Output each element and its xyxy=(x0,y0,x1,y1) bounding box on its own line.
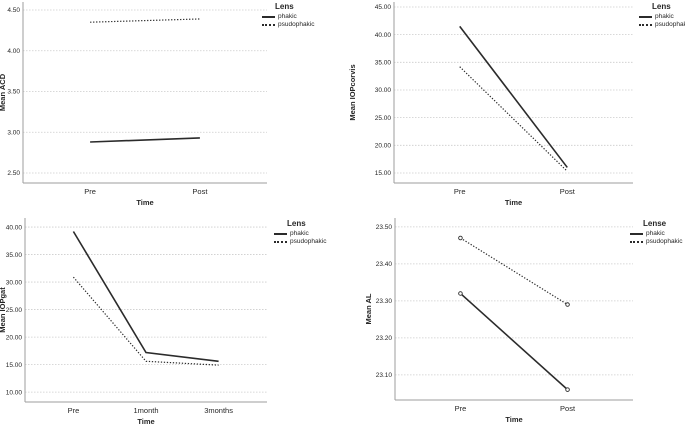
x-tick-label: Post xyxy=(560,187,576,196)
legend-item: psudophakic xyxy=(274,238,327,246)
y-tick-label: 4.50 xyxy=(7,7,20,14)
legend-swatch-dotted-line xyxy=(639,24,652,26)
y-tick-label: 15.00 xyxy=(375,170,392,177)
legend-title: Lens xyxy=(287,219,306,228)
legend-item-label: phakic xyxy=(290,229,309,237)
y-tick-label: 23.50 xyxy=(376,224,393,231)
legend-item: psudophakic xyxy=(630,238,683,246)
legend-item: phakic xyxy=(262,13,315,21)
x-tick-label: Pre xyxy=(68,406,80,415)
chart-svg: 10.00 15.00 20.00 25.00 30.00 35.00 40.00 Pre 1m… xyxy=(0,218,267,425)
series-line-phakic xyxy=(459,292,569,391)
legend-item-label: psudophakic xyxy=(655,20,685,28)
y-tick-label: 23.10 xyxy=(376,372,393,379)
legend-swatch-solid-line xyxy=(262,16,275,18)
y-tick-label: 3.00 xyxy=(7,129,20,136)
legend-title: Lens xyxy=(275,2,294,11)
x-axis-title: Time xyxy=(505,198,522,207)
y-tick-label: 35.00 xyxy=(6,252,23,259)
legend-item: phakic xyxy=(630,230,683,238)
chart-panel-mean-acd: 2.50 3.00 3.50 4.00 4.50 Pre Post Time Mean ACD L… xyxy=(0,0,343,212)
y-tick-label: 23.30 xyxy=(376,298,393,305)
chart-panel-mean-iopgat: 10.00 15.00 20.00 25.00 30.00 35.00 40.00 Pre 1m… xyxy=(0,212,343,425)
y-tick-label: 23.20 xyxy=(376,335,393,342)
x-tick-label: Post xyxy=(560,404,576,413)
series-line-psudophakic xyxy=(460,237,568,306)
series-line-phakic xyxy=(72,231,219,363)
x-axis-title: Time xyxy=(505,415,522,424)
legend-title: Lense xyxy=(643,219,667,228)
legend-item: phakic xyxy=(639,13,685,21)
legend-item: psudophakic xyxy=(639,21,685,29)
x-tick-label: Pre xyxy=(455,404,467,413)
y-tick-label: 4.00 xyxy=(7,48,20,55)
y-tick-label: 15.00 xyxy=(6,362,23,369)
y-tick-label: 35.00 xyxy=(375,60,392,67)
x-tick-label: Post xyxy=(192,187,208,196)
y-tick-label: 40.00 xyxy=(375,32,392,39)
y-tick-label: 3.50 xyxy=(7,89,20,96)
x-tick-label: 1month xyxy=(133,406,158,415)
x-tick-label: Pre xyxy=(454,187,466,196)
series-line-psudophakic xyxy=(72,276,219,366)
legend-title: Lens xyxy=(652,2,671,11)
y-tick-label: 40.00 xyxy=(6,224,23,231)
series-line-phakic xyxy=(90,137,200,143)
chart-svg: 2.50 3.00 3.50 4.00 4.50 Pre Post Time Mean ACD xyxy=(0,2,267,207)
chart-panel-mean-al: 23.10 23.20 23.30 23.40 23.50 Pre Post Time Mean… xyxy=(343,212,685,425)
legend-swatch-dotted-line xyxy=(274,241,287,243)
x-axis-title: Time xyxy=(137,417,154,425)
data-point-marker xyxy=(565,302,570,307)
legend-item-label: psudophakic xyxy=(278,20,315,28)
legend-item-label: phakic xyxy=(646,229,665,237)
legend-swatch-solid-line xyxy=(274,233,287,235)
legend-swatch-solid-line xyxy=(639,16,652,18)
legend-item-label: phakic xyxy=(278,12,297,20)
y-tick-label: 10.00 xyxy=(6,389,23,396)
y-tick-label: 23.40 xyxy=(376,261,393,268)
y-axis-title: Mean AL xyxy=(364,293,373,324)
y-tick-label: 30.00 xyxy=(375,87,392,94)
legend-item-label: psudophakic xyxy=(646,237,683,245)
y-axis-title: Mean IOPgat xyxy=(0,287,7,333)
series-line-psudophakic xyxy=(459,66,568,172)
x-tick-label: Pre xyxy=(84,187,96,196)
y-tick-label: 2.50 xyxy=(7,170,20,177)
legend-item: psudophakic xyxy=(262,21,315,29)
y-tick-label: 20.00 xyxy=(375,143,392,150)
data-point-marker xyxy=(458,291,463,296)
legend-item-label: psudophakic xyxy=(290,237,327,245)
y-tick-label: 20.00 xyxy=(6,334,23,341)
x-axis-title: Time xyxy=(136,198,153,207)
y-tick-label: 45.00 xyxy=(375,4,392,11)
legend-swatch-dotted-line xyxy=(262,24,275,26)
y-axis-title: Mean IOPcorvis xyxy=(348,64,357,120)
x-tick-label: 3months xyxy=(204,406,233,415)
y-axis-title: Mean ACD xyxy=(0,73,7,111)
series-line-psudophakic xyxy=(90,18,200,23)
data-point-marker xyxy=(565,387,570,392)
legend-swatch-dotted-line xyxy=(630,241,643,243)
legend-item-label: phakic xyxy=(655,12,674,20)
legend-swatch-solid-line xyxy=(630,233,643,235)
chart-svg: 15.00 20.00 25.00 30.00 35.00 40.00 45.00 Pre Po… xyxy=(348,2,633,207)
chart-panel-mean-iopcorvis: 15.00 20.00 25.00 30.00 35.00 40.00 45.00 Pre Po… xyxy=(343,0,685,212)
chart-svg: 23.10 23.20 23.30 23.40 23.50 Pre Post Time Mean… xyxy=(364,218,633,424)
series-line-phakic xyxy=(459,25,568,168)
data-point-marker xyxy=(458,235,463,241)
legend-item: phakic xyxy=(274,230,327,238)
y-tick-label: 30.00 xyxy=(6,279,23,286)
legend: Lense phakic psudophakic xyxy=(630,220,683,246)
y-tick-label: 25.00 xyxy=(6,307,23,314)
y-tick-label: 25.00 xyxy=(375,115,392,122)
